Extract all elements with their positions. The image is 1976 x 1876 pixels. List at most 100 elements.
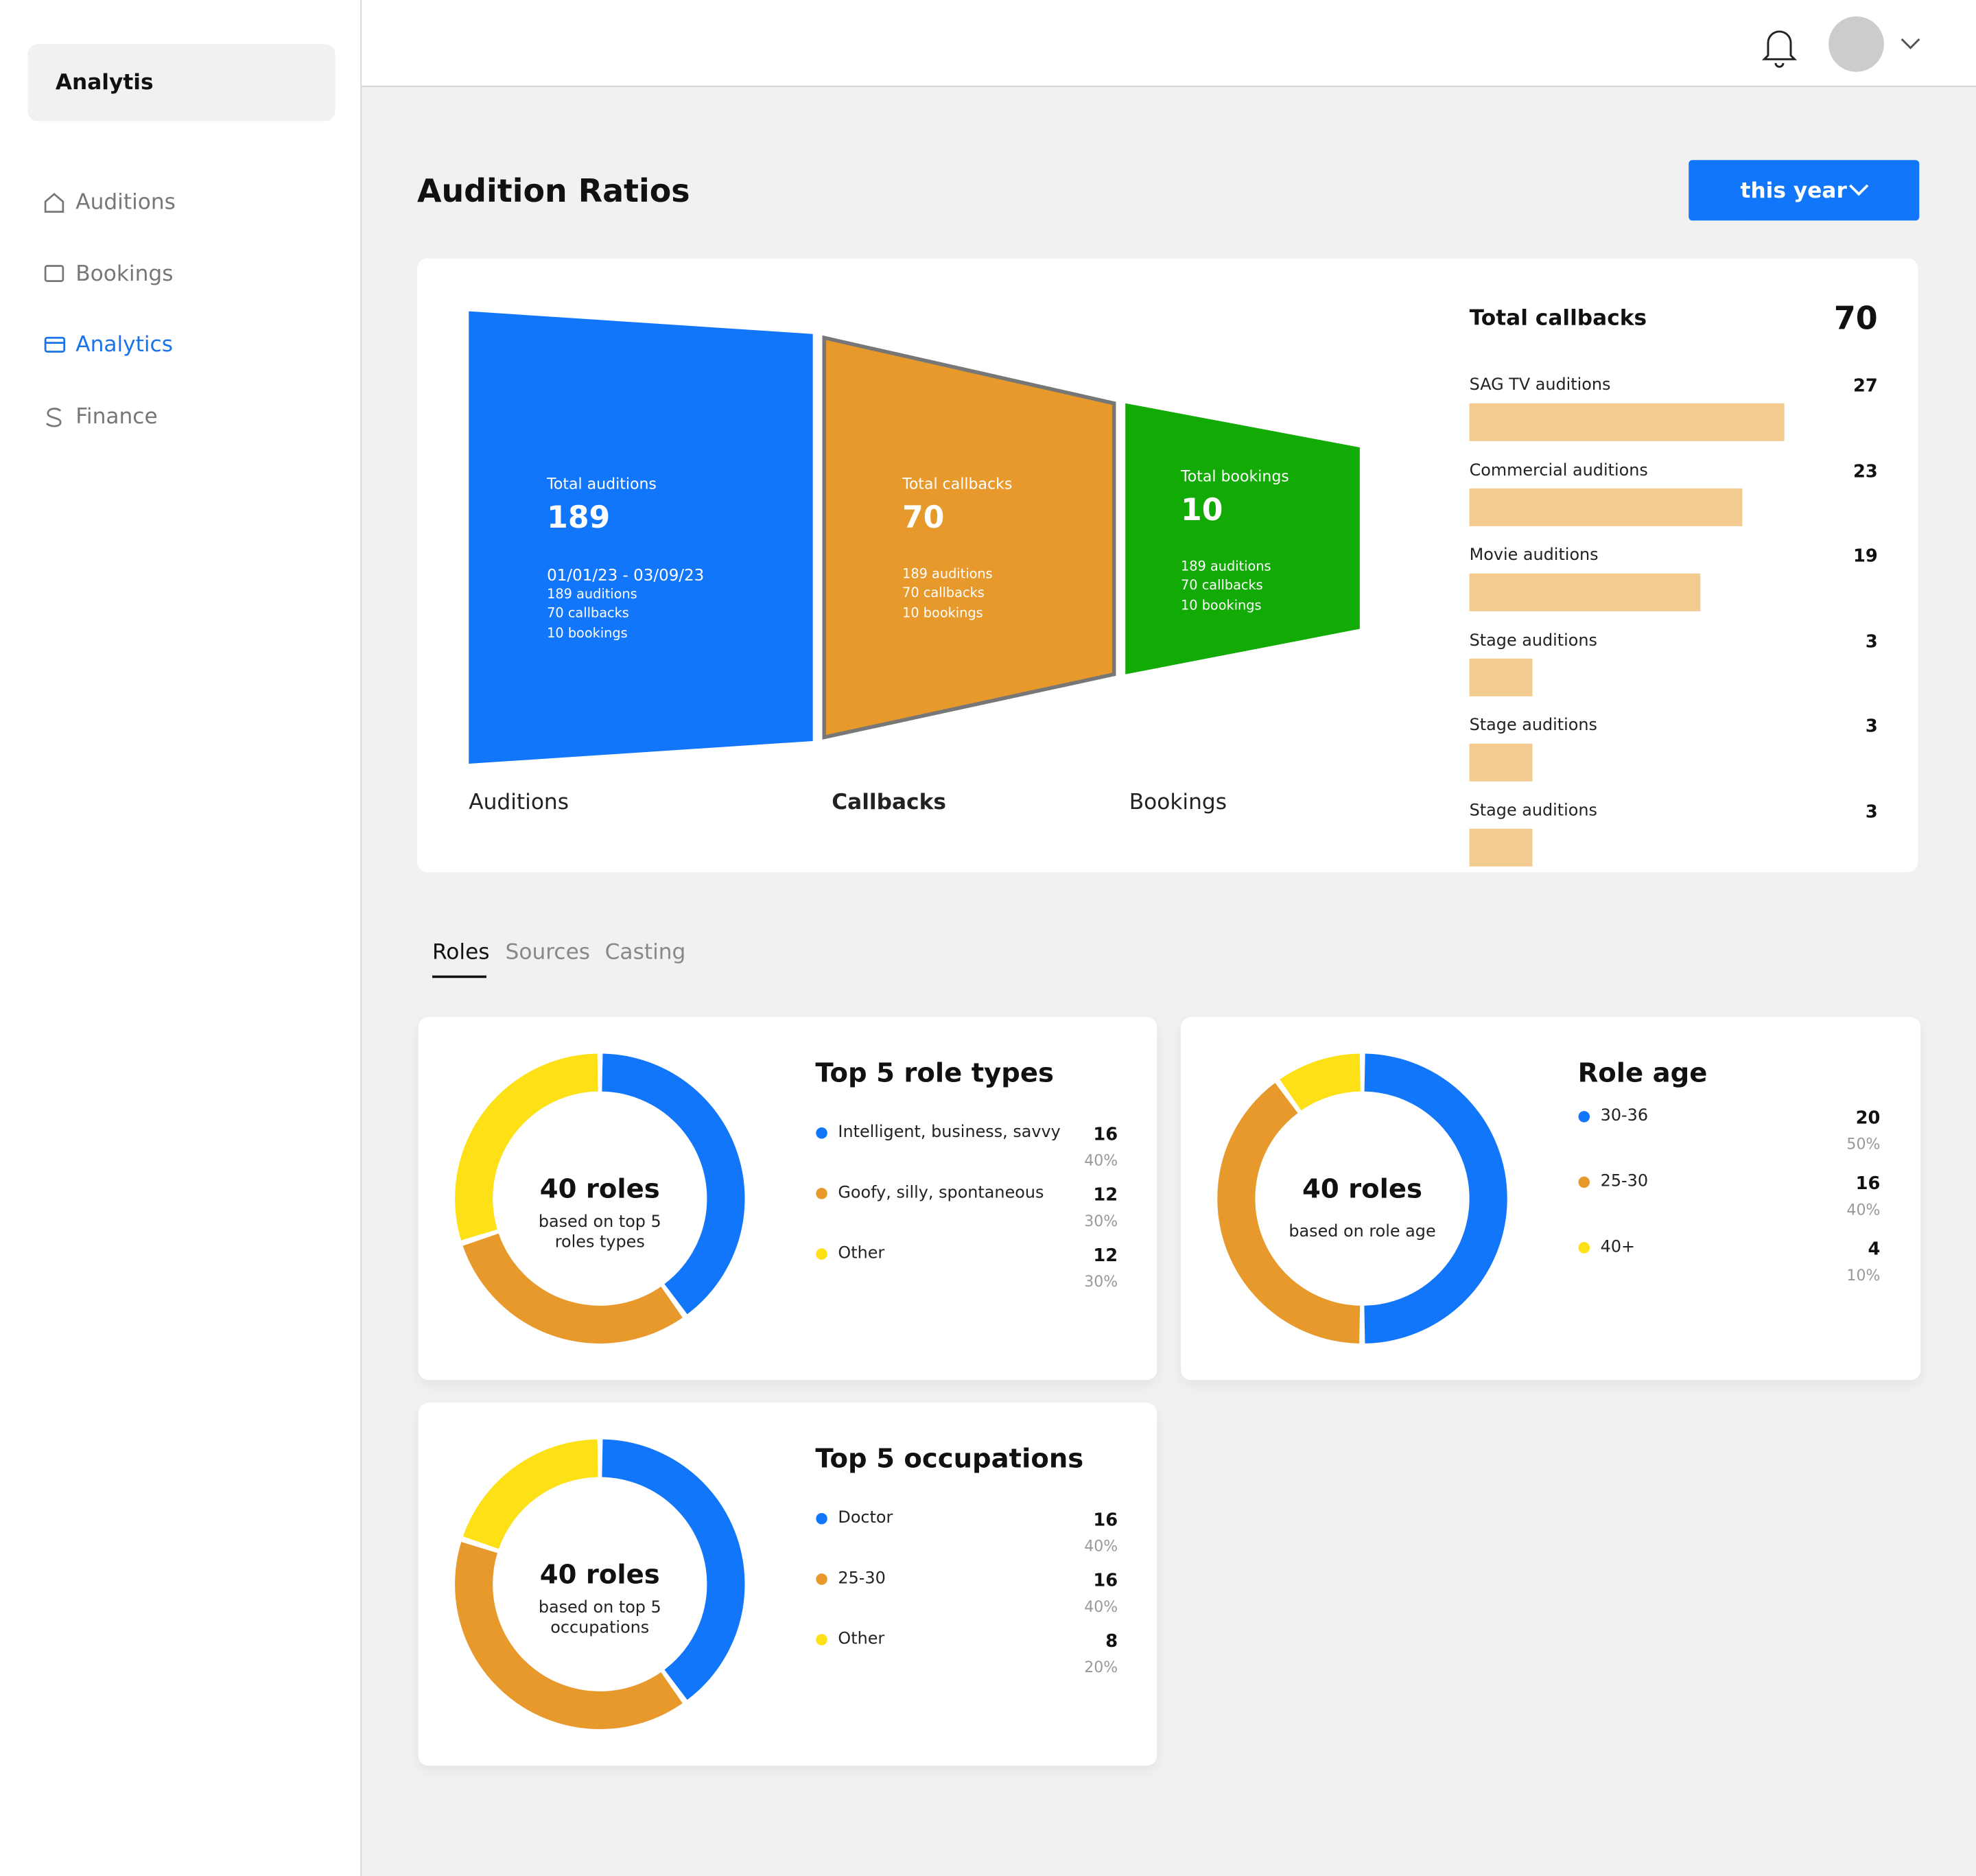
legend-share: 10% xyxy=(1846,1266,1881,1285)
funnel-stage xyxy=(469,311,813,764)
funnel-stage xyxy=(1125,403,1360,675)
stage-caption: Total bookings xyxy=(1181,467,1289,485)
legend-dot xyxy=(816,1573,827,1585)
callback-value: 27 xyxy=(1852,376,1878,397)
legend-label: Other xyxy=(838,1630,885,1649)
legend-value: 4 xyxy=(1868,1239,1881,1261)
panel-title: Total callbacks xyxy=(1469,305,1647,331)
sidebar xyxy=(0,0,362,1876)
donut-segment xyxy=(1217,1053,1507,1344)
callback-label: SAG TV auditions xyxy=(1469,375,1611,395)
donut-title: Top 5 occupations xyxy=(815,1443,1084,1474)
callback-bar xyxy=(1469,403,1785,441)
callback-label: Stage auditions xyxy=(1469,716,1597,736)
stage-note: 70 callbacks xyxy=(547,606,629,622)
avatar[interactable] xyxy=(1828,16,1884,72)
stage-label: Bookings xyxy=(1129,790,1227,816)
stage-note: 01/01/23 - 03/09/23 xyxy=(547,565,705,585)
nav-item[interactable]: Bookings xyxy=(75,261,174,287)
nav-item[interactable]: Analytics xyxy=(75,333,174,358)
donut-subtitle: based on role age xyxy=(1289,1223,1436,1242)
tab[interactable]: Casting xyxy=(604,939,686,965)
stage-label: Auditions xyxy=(469,790,569,816)
legend-dot xyxy=(816,1188,827,1199)
page-title: Audition Ratios xyxy=(416,172,690,209)
bell-icon[interactable] xyxy=(1761,30,1798,68)
legend-value: 12 xyxy=(1093,1185,1118,1206)
donut-center: 40 roles xyxy=(539,1559,660,1590)
callback-value: 3 xyxy=(1865,631,1878,652)
legend-label: Intelligent, business, savvy xyxy=(838,1123,1061,1142)
legend-label: 30-36 xyxy=(1600,1107,1649,1126)
callback-bar xyxy=(1469,743,1533,782)
brand-box xyxy=(27,44,336,121)
legend-label: 25-30 xyxy=(1600,1172,1649,1192)
callback-bar xyxy=(1469,488,1743,526)
legend-share: 30% xyxy=(1084,1272,1118,1291)
account-chevron[interactable] xyxy=(1901,38,1920,49)
stage-note: 10 bookings xyxy=(902,605,983,621)
stage-note: 10 bookings xyxy=(547,625,628,641)
legend-label: Doctor xyxy=(838,1508,893,1528)
legend-dot xyxy=(816,1634,827,1645)
callback-bar xyxy=(1469,658,1533,696)
legend-share: 40% xyxy=(1084,1537,1118,1556)
legend-share: 50% xyxy=(1846,1135,1881,1153)
donut-segment xyxy=(1217,1053,1507,1344)
donut-segment xyxy=(455,1439,745,1730)
legend-label: Goofy, silly, spontaneous xyxy=(838,1184,1044,1203)
donut-subtitle: based on top 5 occupations xyxy=(538,1598,661,1637)
stage-note: 10 bookings xyxy=(1181,598,1262,613)
callback-value: 3 xyxy=(1865,801,1878,822)
legend-label: 40+ xyxy=(1600,1238,1636,1257)
callback-bar xyxy=(1469,828,1533,867)
donut-segment xyxy=(455,1053,745,1344)
legend-dot xyxy=(1578,1111,1590,1123)
legend-dot xyxy=(1578,1176,1590,1188)
tab[interactable]: Sources xyxy=(505,939,591,965)
legend-dot xyxy=(816,1513,827,1525)
callback-label: Commercial auditions xyxy=(1469,460,1648,480)
funnel-stage xyxy=(822,335,1116,740)
stage-note: 189 auditions xyxy=(902,566,993,583)
callback-label: Movie auditions xyxy=(1469,546,1599,565)
legend-dot xyxy=(816,1248,827,1260)
top-bar xyxy=(362,0,1976,87)
nav-item[interactable]: Auditions xyxy=(75,189,176,215)
stage-label: Callbacks xyxy=(832,790,946,816)
stage-value: 70 xyxy=(902,500,945,535)
legend-value: 8 xyxy=(1105,1631,1118,1652)
nav-item[interactable]: Finance xyxy=(75,404,158,430)
brand: Analytis xyxy=(55,70,154,96)
legend-value: 16 xyxy=(1093,1510,1118,1531)
legend-share: 40% xyxy=(1846,1201,1881,1219)
legend-label: Other xyxy=(838,1244,885,1263)
legend-label: 25-30 xyxy=(838,1569,886,1588)
stage-value: 10 xyxy=(1181,492,1223,528)
donut-title: Top 5 role types xyxy=(815,1057,1055,1088)
legend-dot xyxy=(1578,1242,1590,1254)
legend-share: 40% xyxy=(1084,1597,1118,1616)
donut-segment xyxy=(455,1053,745,1344)
callback-value: 3 xyxy=(1865,716,1878,737)
callback-value: 23 xyxy=(1852,461,1878,482)
stage-note: 70 callbacks xyxy=(1181,578,1263,594)
stage-note: 189 auditions xyxy=(1181,559,1271,575)
stage-caption: Total callbacks xyxy=(902,475,1013,493)
legend-value: 20 xyxy=(1855,1108,1881,1129)
donut-title: Role age xyxy=(1577,1057,1708,1088)
stage-note: 70 callbacks xyxy=(902,586,985,602)
tab[interactable]: Roles xyxy=(432,939,490,965)
period-label[interactable]: this year xyxy=(1740,178,1847,204)
donut-segment xyxy=(455,1053,745,1344)
stage-note: 189 auditions xyxy=(547,587,637,602)
callback-label: Stage auditions xyxy=(1469,801,1597,821)
legend-share: 20% xyxy=(1084,1658,1118,1676)
legend-value: 16 xyxy=(1093,1125,1118,1145)
nav-icons xyxy=(44,193,66,427)
period-button[interactable] xyxy=(1689,160,1920,221)
legend-dot xyxy=(816,1127,827,1139)
